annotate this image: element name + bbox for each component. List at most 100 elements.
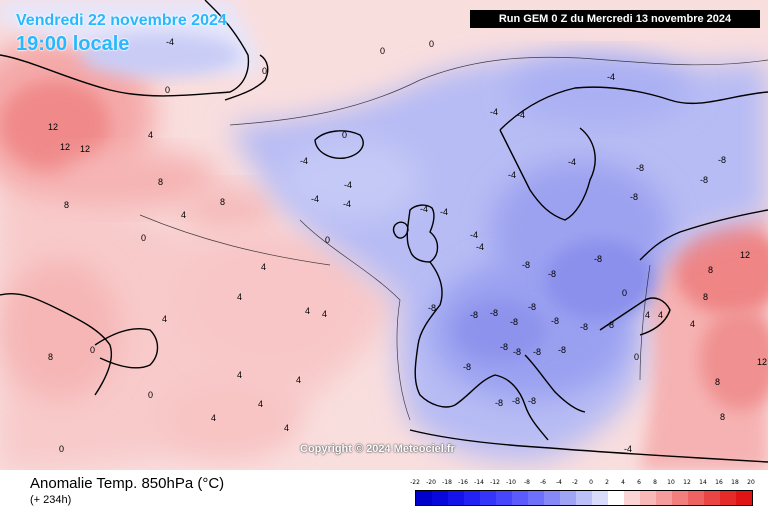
legend-swatch [448,491,464,505]
contour-label: -4 [624,444,632,454]
map-footer: Anomalie Temp. 850hPa (°C) (+ 234h) -22-… [0,470,768,512]
variable-title: Anomalie Temp. 850hPa (°C) [30,475,225,492]
legend-swatch [736,491,752,505]
contour-label: -8 [490,308,498,318]
contour-label: 0 [90,345,95,355]
lead-time: (+ 234h) [30,494,72,506]
contour-label: 4 [296,375,301,385]
contour-label: 4 [261,262,266,272]
legend-label: -16 [458,479,468,486]
contour-label: -4 [300,156,308,166]
legend-swatch [688,491,704,505]
legend-swatch [608,491,624,505]
contour-label: -4 [311,194,319,204]
contour-label: -8 [594,254,602,264]
legend-label: 2 [605,479,609,486]
contour-label: -8 [528,396,536,406]
contour-label: 0 [342,130,347,140]
contour-label: -8 [510,317,518,327]
legend-label: -2 [572,479,578,486]
contour-label: -8 [548,269,556,279]
contour-label: 4 [162,314,167,324]
legend-swatch [640,491,656,505]
legend-label: -12 [490,479,500,486]
legend-label: -10 [506,479,516,486]
contour-label: 4 [284,423,289,433]
run-info: Run GEM 0 Z du Mercredi 13 novembre 2024 [470,10,760,28]
contour-label: 0 [141,233,146,243]
contour-label: 8 [64,200,69,210]
legend-swatch [704,491,720,505]
forecast-time: 19:00 locale [16,33,130,55]
contour-label: -4 [343,199,351,209]
contour-label: -8 [700,175,708,185]
legend-swatch [672,491,688,505]
legend-label: 4 [621,479,625,486]
legend-label: -8 [524,479,530,486]
legend-swatch [576,491,592,505]
contour-label: 4 [658,310,663,320]
contour-label: -8 [636,163,644,173]
legend-swatch [480,491,496,505]
legend-label: 14 [699,479,707,486]
legend-label: 0 [589,479,593,486]
legend-swatch [560,491,576,505]
contour-label: 4 [322,309,327,319]
legend-label: 6 [637,479,641,486]
legend-label: -22 [410,479,420,486]
contour-label: -8 [500,342,508,352]
contour-label: 0 [325,235,330,245]
legend-swatch [544,491,560,505]
contour-label: -8 [606,320,614,330]
legend-label: 16 [715,479,723,486]
forecast-date: Vendredi 22 novembre 2024 [16,12,227,29]
contour-label: 0 [59,444,64,454]
contour-label: 12 [757,357,767,367]
contour-label: 4 [305,306,310,316]
contour-label: -4 [490,107,498,117]
contour-label: -8 [513,347,521,357]
coastlines [0,0,768,463]
contour-label: 8 [703,292,708,302]
contour-label: 8 [708,265,713,275]
contour-label: -8 [522,260,530,270]
contour-label: 12 [80,144,90,154]
contour-label: -8 [533,347,541,357]
legend-label: -20 [426,479,436,486]
contour-label: 4 [237,292,242,302]
contour-label: -4 [517,110,525,120]
contour-label: -8 [512,396,520,406]
contour-label: -8 [428,303,436,313]
legend-swatch [656,491,672,505]
legend-swatch [464,491,480,505]
contour-label: -8 [558,345,566,355]
contour-label: 8 [158,177,163,187]
contour-label: -8 [528,302,536,312]
contour-label: -4 [476,242,484,252]
contour-label: -4 [166,37,174,47]
contour-label: 8 [720,412,725,422]
legend-label: -4 [556,479,562,486]
legend-swatch [592,491,608,505]
contour-label: -8 [470,310,478,320]
contour-label: 8 [48,352,53,362]
contour-label: -4 [420,204,428,214]
legend-swatch [416,491,432,505]
contour-label: 0 [622,288,627,298]
contour-label: 0 [148,390,153,400]
contour-label: -8 [495,398,503,408]
contour-label: -4 [568,157,576,167]
contour-label: 0 [634,352,639,362]
legend-swatch [496,491,512,505]
contour-label: 12 [48,122,58,132]
contour-label: 4 [258,399,263,409]
contour-label: -8 [551,316,559,326]
contour-label: -4 [440,207,448,217]
contour-label: -4 [508,170,516,180]
contour-label: 0 [429,39,434,49]
cold-anomaly-areas [0,0,768,461]
contour-label: -8 [630,192,638,202]
